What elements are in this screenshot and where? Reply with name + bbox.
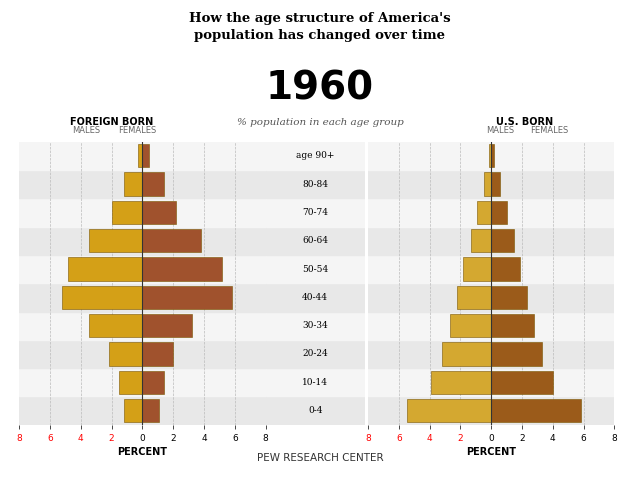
Bar	[19, 255, 266, 283]
Bar	[111, 201, 143, 224]
Bar	[368, 312, 614, 340]
Bar	[143, 257, 223, 281]
Bar	[492, 399, 580, 422]
Bar	[368, 198, 614, 227]
Bar	[266, 198, 365, 227]
Bar	[143, 286, 232, 309]
Bar	[19, 312, 266, 340]
Text: 0-4: 0-4	[308, 406, 323, 415]
Bar	[266, 170, 365, 198]
Bar	[266, 142, 365, 170]
Text: MALES: MALES	[486, 126, 515, 135]
Text: 20-24: 20-24	[302, 349, 328, 359]
Bar	[143, 144, 148, 168]
Bar	[450, 314, 492, 337]
Bar	[492, 144, 493, 168]
Text: 80-84: 80-84	[302, 180, 328, 189]
Bar	[492, 257, 520, 281]
Bar	[492, 314, 534, 337]
Text: 10-14: 10-14	[302, 378, 328, 387]
Bar	[143, 342, 173, 366]
Bar	[368, 170, 614, 198]
Text: FEMALES: FEMALES	[118, 126, 157, 135]
Bar	[368, 283, 614, 312]
Bar	[62, 286, 143, 309]
Bar	[124, 172, 143, 196]
Bar	[138, 144, 143, 168]
Bar	[124, 399, 143, 422]
Text: FEMALES: FEMALES	[530, 126, 568, 135]
Text: 40-44: 40-44	[302, 293, 328, 302]
Bar	[266, 227, 365, 255]
Bar	[19, 340, 266, 368]
Text: PEW RESEARCH CENTER: PEW RESEARCH CENTER	[257, 453, 383, 463]
Bar	[492, 201, 507, 224]
Bar	[19, 368, 266, 396]
Text: How the age structure of America's
population has changed over time: How the age structure of America's popul…	[189, 12, 451, 42]
Bar	[492, 172, 500, 196]
Bar	[68, 257, 143, 281]
Bar	[19, 170, 266, 198]
Bar	[266, 396, 365, 425]
Text: FOREIGN BORN: FOREIGN BORN	[70, 117, 154, 127]
Bar	[368, 227, 614, 255]
Bar	[266, 312, 365, 340]
Bar	[143, 172, 164, 196]
Bar	[368, 368, 614, 396]
Bar	[266, 255, 365, 283]
Bar	[368, 340, 614, 368]
Bar	[368, 142, 614, 170]
Bar	[88, 229, 143, 252]
Bar	[431, 371, 492, 394]
Bar	[406, 399, 492, 422]
Bar	[19, 227, 266, 255]
Bar	[88, 314, 143, 337]
Bar	[492, 371, 553, 394]
Bar	[19, 396, 266, 425]
Bar	[368, 255, 614, 283]
Bar	[492, 286, 527, 309]
Bar	[143, 399, 159, 422]
Text: % population in each age group: % population in each age group	[237, 118, 403, 127]
Text: 30-34: 30-34	[302, 321, 328, 330]
Bar	[266, 283, 365, 312]
Bar	[143, 229, 201, 252]
Bar	[489, 144, 492, 168]
Bar	[368, 396, 614, 425]
Bar	[266, 340, 365, 368]
Text: 1960: 1960	[266, 70, 374, 108]
Bar	[143, 371, 164, 394]
Bar	[477, 201, 492, 224]
Bar	[109, 342, 143, 366]
Bar	[458, 286, 492, 309]
Bar	[471, 229, 492, 252]
Bar	[492, 229, 515, 252]
X-axis label: PERCENT: PERCENT	[466, 447, 516, 457]
Bar	[483, 172, 492, 196]
Bar	[119, 371, 143, 394]
Bar	[463, 257, 492, 281]
X-axis label: PERCENT: PERCENT	[117, 447, 168, 457]
Text: 60-64: 60-64	[302, 236, 328, 245]
Text: age 90+: age 90+	[296, 151, 334, 160]
Text: 70-74: 70-74	[302, 208, 328, 217]
Bar	[143, 201, 176, 224]
Bar	[442, 342, 492, 366]
Bar	[492, 342, 542, 366]
Text: U.S. BORN: U.S. BORN	[496, 117, 554, 127]
Bar	[19, 198, 266, 227]
Bar	[143, 314, 192, 337]
Text: 50-54: 50-54	[302, 264, 328, 274]
Bar	[19, 283, 266, 312]
Bar	[19, 142, 266, 170]
Text: MALES: MALES	[72, 126, 100, 135]
Bar	[266, 368, 365, 396]
